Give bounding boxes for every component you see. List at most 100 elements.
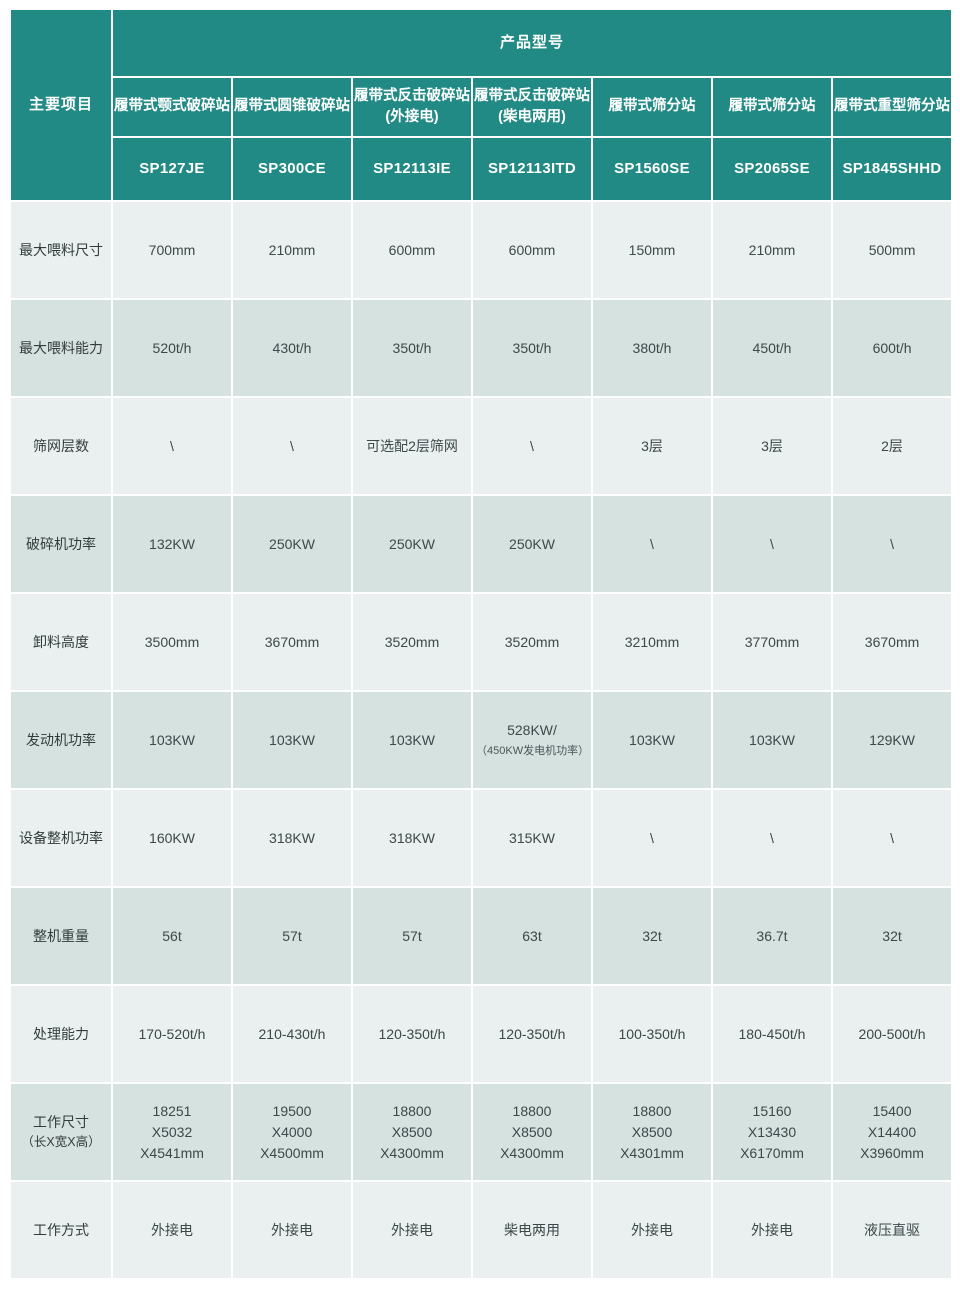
cell-r1-c6: 600t/h xyxy=(833,300,952,396)
cell-value-line: 3670mm xyxy=(264,633,320,650)
cell-value-line: X4000 xyxy=(271,1123,313,1140)
header-model-code-0: SP127JE xyxy=(113,138,231,200)
cell-r0-c4: 150mm xyxy=(593,202,711,298)
cell-r1-c1: 430t/h xyxy=(233,300,351,396)
cell-r9-c2: 18800 X8500 X4300mm xyxy=(353,1084,471,1180)
cell-r0-c0: 700mm xyxy=(113,202,231,298)
cell-value-line: X14400 xyxy=(867,1123,917,1140)
header-model-name-line: 履带式反击 xyxy=(474,87,547,104)
cell-value-line: 63t xyxy=(522,927,542,944)
cell-value-line: 250KW xyxy=(269,535,315,552)
cell-r3-c6: \ xyxy=(833,496,952,592)
cell-value-line: 520t/h xyxy=(152,339,192,356)
cell-value-line: 外接电 xyxy=(751,1221,793,1238)
cell-value-line: X4301mm xyxy=(620,1144,684,1161)
cell-value-line: 103KW xyxy=(629,731,675,748)
header-model-code-3: SP12113ITD xyxy=(473,138,591,200)
cell-value-line: 132KW xyxy=(149,535,195,552)
cell-value-line: 3520mm xyxy=(384,633,440,650)
cell-value-line: \ xyxy=(890,535,894,552)
cell-value-line: X4500mm xyxy=(260,1144,324,1161)
cell-r9-c6: 15400 X14400 X3960mm xyxy=(833,1084,952,1180)
cell-r7-c4: 32t xyxy=(593,888,711,984)
cell-r3-c0: 132KW xyxy=(113,496,231,592)
cell-value-line: 600mm xyxy=(388,241,436,258)
cell-value-line: 200-500t/h xyxy=(858,1025,926,1042)
cell-r9-c0: 18251 X5032 X4541mm xyxy=(113,1084,231,1180)
header-model-name-6: 履带式重型筛分站 xyxy=(833,78,952,136)
cell-r2-c2: 可选配2层筛网 xyxy=(353,398,471,494)
cell-value-line: 250KW xyxy=(389,535,435,552)
row-label-3: 破碎机功率 xyxy=(11,496,111,592)
cell-r0-c2: 600mm xyxy=(353,202,471,298)
header-model-name-4: 履带式筛分站 xyxy=(593,78,711,136)
header-model-code-5: SP2065SE xyxy=(713,138,831,200)
row-label-4: 卸料高度 xyxy=(11,594,111,690)
cell-r8-c1: 210-430t/h xyxy=(233,986,351,1082)
table-row: 处理能力 170-520t/h 210-430t/h 120-350t/h 120-35… xyxy=(11,986,952,1082)
cell-value-line: 外接电 xyxy=(271,1221,313,1238)
cell-value-line: 3500mm xyxy=(144,633,200,650)
header-row-model-codes: SP127JE SP300CE SP12113IE SP12113ITD SP1560S… xyxy=(11,138,952,200)
header-model-name-5: 履带式筛分站 xyxy=(713,78,831,136)
row-label-text: 工作尺寸 xyxy=(33,1114,89,1131)
cell-value-line: 318KW xyxy=(389,829,435,846)
row-label-10: 工作方式 xyxy=(11,1182,111,1278)
cell-value-line: 18251 xyxy=(152,1102,192,1119)
table-row: 工作方式 外接电 外接电 外接电 柴电两用 外接电 外接电 液压直驱 xyxy=(11,1182,952,1278)
cell-value-line: X4541mm xyxy=(140,1144,204,1161)
cell-r9-c5: 15160 X13430 X6170mm xyxy=(713,1084,831,1180)
cell-value-line: 103KW xyxy=(149,731,195,748)
cell-r4-c4: 3210mm xyxy=(593,594,711,690)
cell-value-line: 19500 xyxy=(272,1102,312,1119)
cell-r6-c3: 315KW xyxy=(473,790,591,886)
cell-value-line: 700mm xyxy=(148,241,196,258)
cell-r4-c0: 3500mm xyxy=(113,594,231,690)
cell-value-line: 120-350t/h xyxy=(378,1025,446,1042)
header-model-name-line: 筛分站 xyxy=(772,98,816,115)
row-label-text: 卸料高度 xyxy=(33,633,89,650)
cell-value-line: 170-520t/h xyxy=(138,1025,206,1042)
cell-r10-c2: 外接电 xyxy=(353,1182,471,1278)
cell-value-line: 18800 xyxy=(512,1102,552,1119)
header-model-name-line: 履带式 xyxy=(728,98,773,115)
cell-r10-c3: 柴电两用 xyxy=(473,1182,591,1278)
cell-value-line: 318KW xyxy=(269,829,315,846)
cell-value-line: 3770mm xyxy=(744,633,800,650)
row-label-2: 筛网层数 xyxy=(11,398,111,494)
cell-r2-c0: \ xyxy=(113,398,231,494)
cell-r7-c2: 57t xyxy=(353,888,471,984)
cell-value-line: X13430 xyxy=(747,1123,797,1140)
header-model-name-line: 履带式圆锥 xyxy=(234,98,307,115)
cell-r3-c4: \ xyxy=(593,496,711,592)
row-label-subtext: （长X宽X高） xyxy=(21,1135,101,1150)
cell-value-line: \ xyxy=(530,437,534,454)
cell-value-line: 外接电 xyxy=(631,1221,673,1238)
cell-value-line: X5032 xyxy=(151,1123,193,1140)
cell-value-line: 103KW xyxy=(389,731,435,748)
cell-value-line: 外接电 xyxy=(391,1221,433,1238)
header-model-code-4: SP1560SE xyxy=(593,138,711,200)
table-row: 破碎机功率 132KW 250KW 250KW 250KW \ \ \ xyxy=(11,496,952,592)
cell-value-line: \ xyxy=(890,829,894,846)
cell-value-line: 210-430t/h xyxy=(258,1025,326,1042)
cell-value-line: X6170mm xyxy=(740,1144,804,1161)
table-row: 整机重量 56t 57t 57t 63t 32t 36.7t 32t xyxy=(11,888,952,984)
table-row: 最大喂料能力 520t/h 430t/h 350t/h 350t/h 380t/h 450t… xyxy=(11,300,952,396)
cell-value-line: 32t xyxy=(642,927,662,944)
cell-value-line: 120-350t/h xyxy=(498,1025,566,1042)
cell-value-line: 250KW xyxy=(509,535,555,552)
cell-value-line: \ xyxy=(650,535,654,552)
cell-r2-c4: 3层 xyxy=(593,398,711,494)
cell-r6-c2: 318KW xyxy=(353,790,471,886)
header-model-code-2: SP12113IE xyxy=(353,138,471,200)
cell-value-line: 210mm xyxy=(268,241,316,258)
cell-r9-c3: 18800 X8500 X4300mm xyxy=(473,1084,591,1180)
cell-value-line: 103KW xyxy=(749,731,795,748)
cell-r2-c3: \ xyxy=(473,398,591,494)
cell-r1-c3: 350t/h xyxy=(473,300,591,396)
cell-r5-c5: 103KW xyxy=(713,692,831,788)
row-label-1: 最大喂料能力 xyxy=(11,300,111,396)
cell-r5-c0: 103KW xyxy=(113,692,231,788)
